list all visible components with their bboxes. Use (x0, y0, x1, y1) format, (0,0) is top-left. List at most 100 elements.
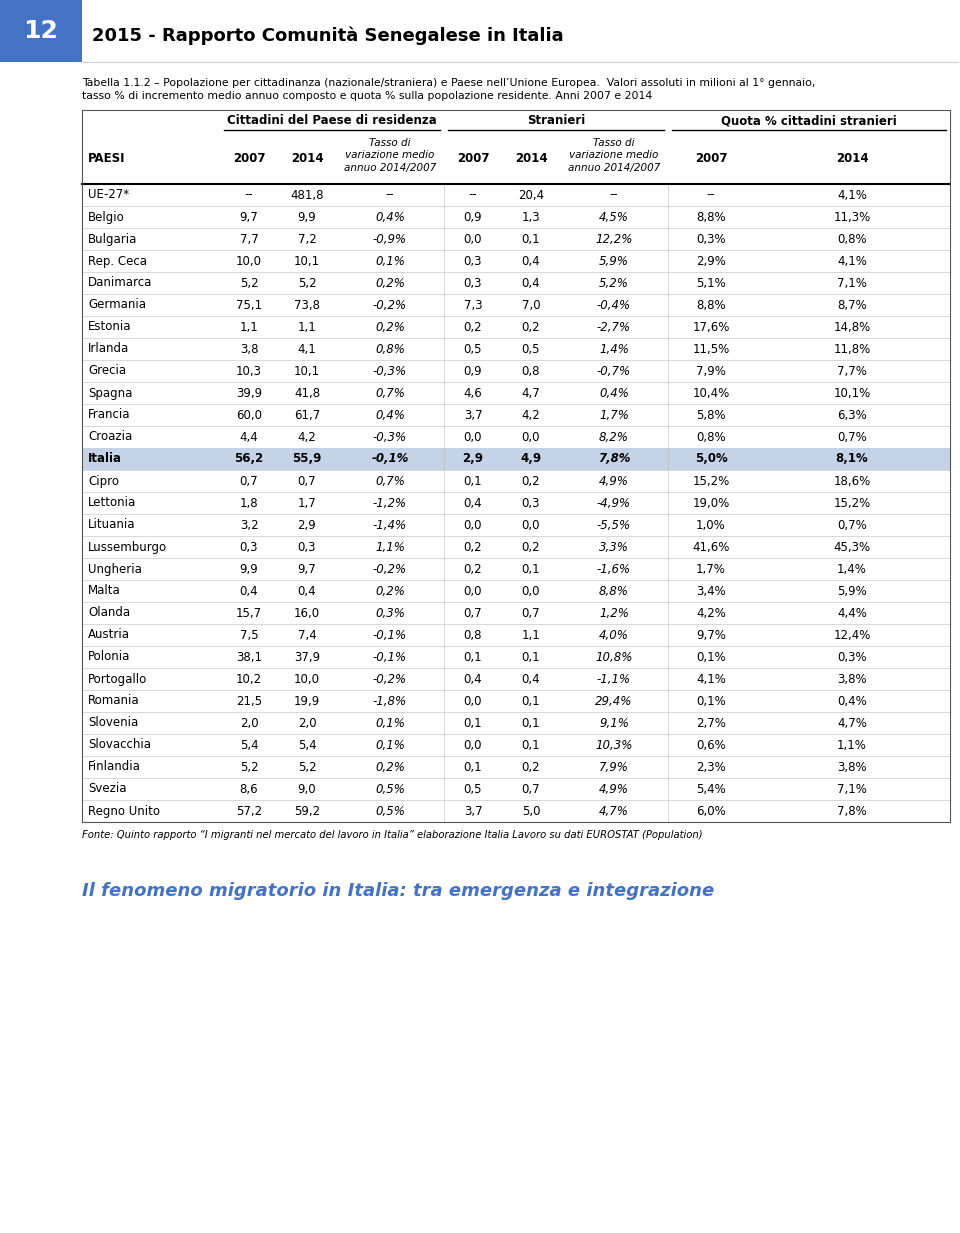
Text: --: -- (245, 189, 253, 201)
Text: 0,5: 0,5 (521, 343, 540, 355)
Text: 7,3: 7,3 (464, 298, 482, 312)
Text: 1,8: 1,8 (240, 497, 258, 509)
Text: 0,0: 0,0 (464, 430, 482, 444)
Text: 16,0: 16,0 (294, 607, 320, 619)
Text: 0,0: 0,0 (464, 519, 482, 531)
Text: 0,0: 0,0 (464, 739, 482, 751)
Text: 0,4: 0,4 (521, 276, 540, 290)
Text: 10,2: 10,2 (236, 672, 262, 686)
Text: Ungheria: Ungheria (88, 562, 142, 576)
Text: 2,3%: 2,3% (696, 761, 726, 773)
Text: 19,9: 19,9 (294, 694, 320, 708)
Text: 7,7: 7,7 (240, 233, 258, 245)
Text: 2014: 2014 (291, 152, 324, 164)
Text: 10,0: 10,0 (294, 672, 320, 686)
Text: tasso % di incremento medio annuo composto e quota % sulla popolazione residente: tasso % di incremento medio annuo compos… (82, 91, 652, 101)
Text: 0,3: 0,3 (464, 254, 482, 268)
Text: 0,3: 0,3 (521, 497, 540, 509)
Text: 0,3: 0,3 (240, 540, 258, 554)
Text: 0,2: 0,2 (464, 562, 482, 576)
Text: 1,7: 1,7 (298, 497, 317, 509)
Text: 0,1%: 0,1% (696, 694, 726, 708)
Text: 3,3%: 3,3% (599, 540, 629, 554)
Text: 73,8: 73,8 (294, 298, 320, 312)
Text: 10,1%: 10,1% (833, 386, 871, 399)
Text: 0,8: 0,8 (521, 365, 540, 377)
Text: 7,4: 7,4 (298, 629, 317, 641)
Text: 61,7: 61,7 (294, 408, 320, 422)
Text: 5,9%: 5,9% (599, 254, 629, 268)
Text: 0,7: 0,7 (521, 607, 540, 619)
Text: 0,1%: 0,1% (696, 651, 726, 663)
Text: Belgio: Belgio (88, 211, 125, 223)
Text: 14,8%: 14,8% (833, 321, 871, 333)
Text: 0,0: 0,0 (464, 233, 482, 245)
Text: Danimarca: Danimarca (88, 276, 153, 290)
Text: 1,3: 1,3 (521, 211, 540, 223)
Text: 10,3%: 10,3% (595, 739, 633, 751)
Text: 8,6: 8,6 (240, 783, 258, 795)
Text: 0,7: 0,7 (521, 783, 540, 795)
Text: Irlanda: Irlanda (88, 343, 130, 355)
Text: -0,1%: -0,1% (372, 629, 407, 641)
Text: 60,0: 60,0 (236, 408, 262, 422)
Text: 0,7: 0,7 (464, 607, 482, 619)
Text: Portogallo: Portogallo (88, 672, 147, 686)
Text: --: -- (468, 189, 477, 201)
Text: 4,1%: 4,1% (837, 254, 867, 268)
Text: 4,9: 4,9 (520, 453, 541, 466)
Text: 4,2%: 4,2% (696, 607, 726, 619)
Text: 0,2: 0,2 (521, 540, 540, 554)
Text: 15,7: 15,7 (236, 607, 262, 619)
Bar (0, 0, 82, 62)
Text: 7,0: 7,0 (521, 298, 540, 312)
Text: 0,5%: 0,5% (375, 804, 405, 817)
Text: 0,3%: 0,3% (375, 607, 405, 619)
Text: 15,2%: 15,2% (833, 497, 871, 509)
Text: 4,7: 4,7 (521, 386, 540, 399)
Text: --: -- (707, 189, 715, 201)
Text: Francia: Francia (88, 408, 131, 422)
Text: 57,2: 57,2 (236, 804, 262, 817)
Text: 0,2: 0,2 (521, 475, 540, 487)
Text: 1,0%: 1,0% (696, 519, 726, 531)
Text: 9,1%: 9,1% (599, 716, 629, 730)
Text: -0,2%: -0,2% (372, 672, 407, 686)
Text: 11,5%: 11,5% (692, 343, 730, 355)
Text: Quota % cittadini stranieri: Quota % cittadini stranieri (721, 115, 897, 127)
Text: 4,4%: 4,4% (837, 607, 867, 619)
Text: -1,6%: -1,6% (597, 562, 631, 576)
Text: 0,4%: 0,4% (837, 694, 867, 708)
Text: 0,4: 0,4 (464, 497, 482, 509)
Text: Polonia: Polonia (88, 651, 131, 663)
Text: 0,2: 0,2 (464, 321, 482, 333)
Text: 9,7: 9,7 (298, 562, 317, 576)
Text: -0,3%: -0,3% (372, 365, 407, 377)
Text: 481,8: 481,8 (290, 189, 324, 201)
Text: Malta: Malta (88, 584, 121, 598)
Text: 0,8%: 0,8% (375, 343, 405, 355)
Text: 0,2%: 0,2% (375, 584, 405, 598)
Text: -0,7%: -0,7% (597, 365, 631, 377)
Text: 0,2%: 0,2% (375, 321, 405, 333)
Text: 3,8%: 3,8% (837, 761, 867, 773)
Text: 1,1: 1,1 (298, 321, 317, 333)
Text: 7,7%: 7,7% (837, 365, 867, 377)
Text: 0,1: 0,1 (464, 716, 482, 730)
Text: 3,2: 3,2 (240, 519, 258, 531)
Text: 3,8: 3,8 (240, 343, 258, 355)
Text: 8,1%: 8,1% (835, 453, 869, 466)
Text: Svezia: Svezia (88, 783, 127, 795)
Text: 0,3: 0,3 (464, 276, 482, 290)
Text: 7,8%: 7,8% (837, 804, 867, 817)
Text: 4,9%: 4,9% (599, 783, 629, 795)
Text: 0,1: 0,1 (464, 651, 482, 663)
Text: 4,1%: 4,1% (837, 189, 867, 201)
Text: 5,2: 5,2 (240, 276, 258, 290)
Text: 0,9: 0,9 (464, 211, 482, 223)
Text: 1,2%: 1,2% (599, 607, 629, 619)
Text: 5,0%: 5,0% (695, 453, 728, 466)
Text: Cipro: Cipro (88, 475, 119, 487)
Text: 0,2: 0,2 (521, 321, 540, 333)
Text: 2007: 2007 (232, 152, 265, 164)
